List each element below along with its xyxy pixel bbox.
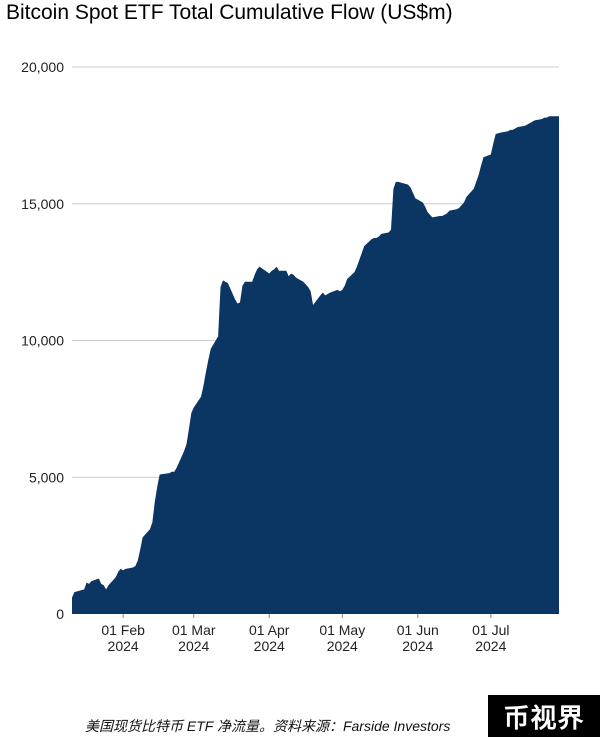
y-tick-label: 15,000	[21, 196, 64, 212]
y-tick-label: 0	[56, 606, 64, 622]
x-tick-label: 01 Feb 2024	[101, 622, 145, 654]
x-tick-label: 01 May 2024	[319, 622, 365, 654]
chart-title: Bitcoin Spot ETF Total Cumulative Flow (…	[6, 1, 453, 24]
series-area	[72, 116, 559, 614]
y-tick-label: 5,000	[29, 469, 64, 485]
watermark-logo: 币视界	[488, 695, 600, 737]
y-tick-label: 10,000	[21, 333, 64, 349]
y-axis-ticks: 0 5,000 10,000 15,000 20,000	[21, 59, 64, 622]
x-tick-label: 01 Apr 2024	[249, 622, 290, 654]
x-tick-label: 01 Jul 2024	[472, 622, 509, 654]
area-series	[72, 116, 559, 614]
source-caption: 美国现货比特币 ETF 净流量。资料来源：Farside Investors	[85, 718, 451, 734]
x-tick-label: 01 Jun 2024	[397, 622, 439, 654]
x-tick-label: 01 Mar 2024	[172, 622, 216, 654]
y-tick-label: 20,000	[21, 59, 64, 75]
x-axis-ticks: 01 Feb 2024 01 Mar 2024 01 Apr 2024 01 May 2024…	[101, 614, 509, 654]
